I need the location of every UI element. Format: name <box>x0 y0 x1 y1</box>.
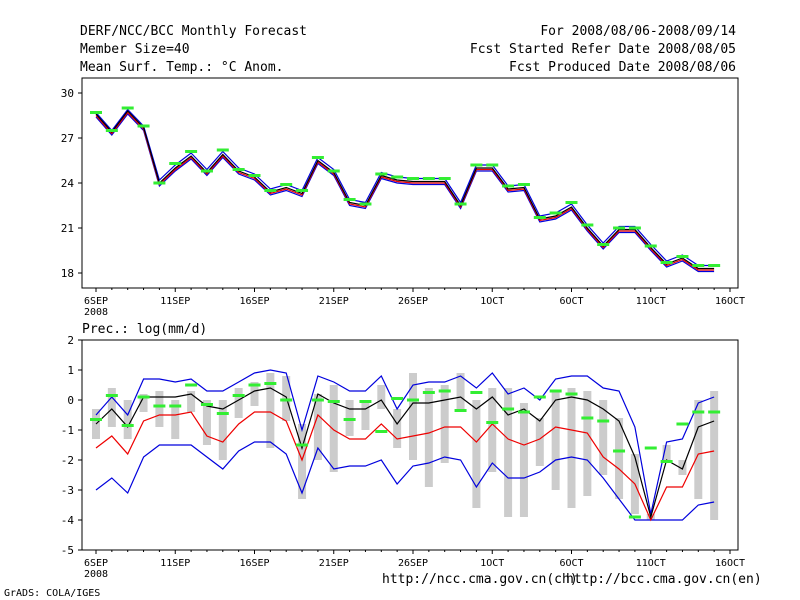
forecast-period: For 2008/08/06-2008/09/14 <box>540 24 736 39</box>
precip-xtick-label: 21SEP <box>319 558 349 569</box>
precip-xtick-label: 6OCT <box>559 558 583 569</box>
temp-xtick-label: 21SEP <box>319 296 349 307</box>
precip-range-bar <box>313 394 322 460</box>
precip-range-bar <box>218 400 227 460</box>
precip-range-bar <box>456 373 465 412</box>
precip-series-red <box>95 411 715 522</box>
precip-range-bar <box>488 388 497 472</box>
precip-range-bar <box>519 403 528 517</box>
precip-xtick-label: 6SEP <box>84 558 108 569</box>
precip-range-bar <box>535 418 544 466</box>
precip-ytick-label: -4 <box>61 514 75 527</box>
url-english[interactable]: http://bcc.cma.gov.cn(en) <box>566 572 762 587</box>
temp-ytick-label: 21 <box>61 222 74 235</box>
grads-credit: GrADS: COLA/IGES <box>4 588 101 599</box>
temp-ytick-label: 18 <box>61 267 74 280</box>
temp-xtick-year: 2008 <box>84 307 108 318</box>
precip-series-lower_bound <box>95 441 715 521</box>
forecast-started-date: Fcst Started Refer Date 2008/08/05 <box>469 42 736 57</box>
precip-range-bar <box>567 388 576 508</box>
precip-range-bar <box>424 388 433 487</box>
precip-series-upper_bound <box>95 369 715 515</box>
precip-range-bar <box>123 400 132 439</box>
precip-xtick-label: 26SEP <box>398 558 428 569</box>
precip-xtick-label: 16SEP <box>239 558 269 569</box>
precip-range-bar <box>694 400 703 499</box>
precip-range-bar <box>266 373 275 448</box>
temp-series-lower <box>95 113 715 273</box>
temp-ytick-label: 27 <box>61 132 74 145</box>
precip-xtick-label: 16OCT <box>715 558 745 569</box>
precip-range-bar <box>377 385 386 409</box>
temp-series-mean <box>95 110 715 270</box>
precip-ytick-label: 2 <box>67 334 74 347</box>
temp-xtick-label: 26SEP <box>398 296 428 307</box>
precip-ytick-label: 1 <box>67 364 74 377</box>
temp-xtick-label: 1OCT <box>480 296 504 307</box>
temp-xtick-label: 6OCT <box>559 296 583 307</box>
precip-range-bar <box>187 391 196 412</box>
precip-xtick-year: 2008 <box>84 569 108 580</box>
temp-xtick-label: 16OCT <box>715 296 745 307</box>
temp-ytick-label: 30 <box>61 87 74 100</box>
temp-xtick-label: 11OCT <box>636 296 666 307</box>
chart-title: DERF/NCC/BCC Monthly Forecast <box>80 24 307 39</box>
precip-range-bar <box>250 382 259 406</box>
temp-ytick-label: 24 <box>61 177 75 190</box>
precip-range-bar <box>202 400 211 445</box>
precip-range-bar <box>551 391 560 490</box>
precip-frame <box>81 339 739 551</box>
precip-range-bar <box>107 388 116 427</box>
precip-range-bar <box>504 388 513 517</box>
precip-range-bar <box>329 385 338 472</box>
temp-xtick-label: 11SEP <box>160 296 190 307</box>
url-chinese[interactable]: http://ncc.cma.gov.cn(ch) <box>382 572 578 587</box>
precip-range-bar <box>361 403 370 430</box>
precip-xtick-label: 1OCT <box>480 558 504 569</box>
precip-series-ensemble_mean <box>95 387 715 520</box>
precip-range-bar <box>440 385 449 463</box>
temp-series-upper <box>95 108 715 267</box>
precip-range-bar <box>409 373 417 460</box>
member-size: Member Size=40 <box>80 42 190 57</box>
precip-ytick-label: -5 <box>61 544 74 557</box>
precip-range-bar <box>234 388 243 418</box>
temp-series-red <box>95 111 715 271</box>
precip-ytick-label: -1 <box>61 424 74 437</box>
precip-range-bar <box>139 394 148 412</box>
precip-range-bar <box>662 445 671 460</box>
precip-range-bar <box>615 418 624 499</box>
precip-range-bar <box>171 400 180 439</box>
precip-ytick-label: -3 <box>61 484 74 497</box>
precip-range-bar <box>155 391 164 427</box>
precip-ytick-label: 0 <box>67 394 74 407</box>
precip-range-bar <box>599 400 608 475</box>
precip-xtick-label: 11SEP <box>160 558 190 569</box>
precip-range-bar <box>393 409 402 448</box>
temp-xtick-label: 6SEP <box>84 296 108 307</box>
precip-range-bar <box>710 391 719 520</box>
precip-xtick-label: 11OCT <box>636 558 666 569</box>
forecast-produced-date: Fcst Produced Date 2008/08/06 <box>509 60 736 75</box>
temp-xtick-label: 16SEP <box>239 296 269 307</box>
precip-range-bar <box>583 391 592 496</box>
variable-label: Mean Surf. Temp.: °C Anom. <box>80 60 284 75</box>
precip-range-bar <box>472 400 481 508</box>
precip-ytick-label: -2 <box>61 454 74 467</box>
precip-panel-title: Prec.: log(mm/d) <box>82 322 207 337</box>
